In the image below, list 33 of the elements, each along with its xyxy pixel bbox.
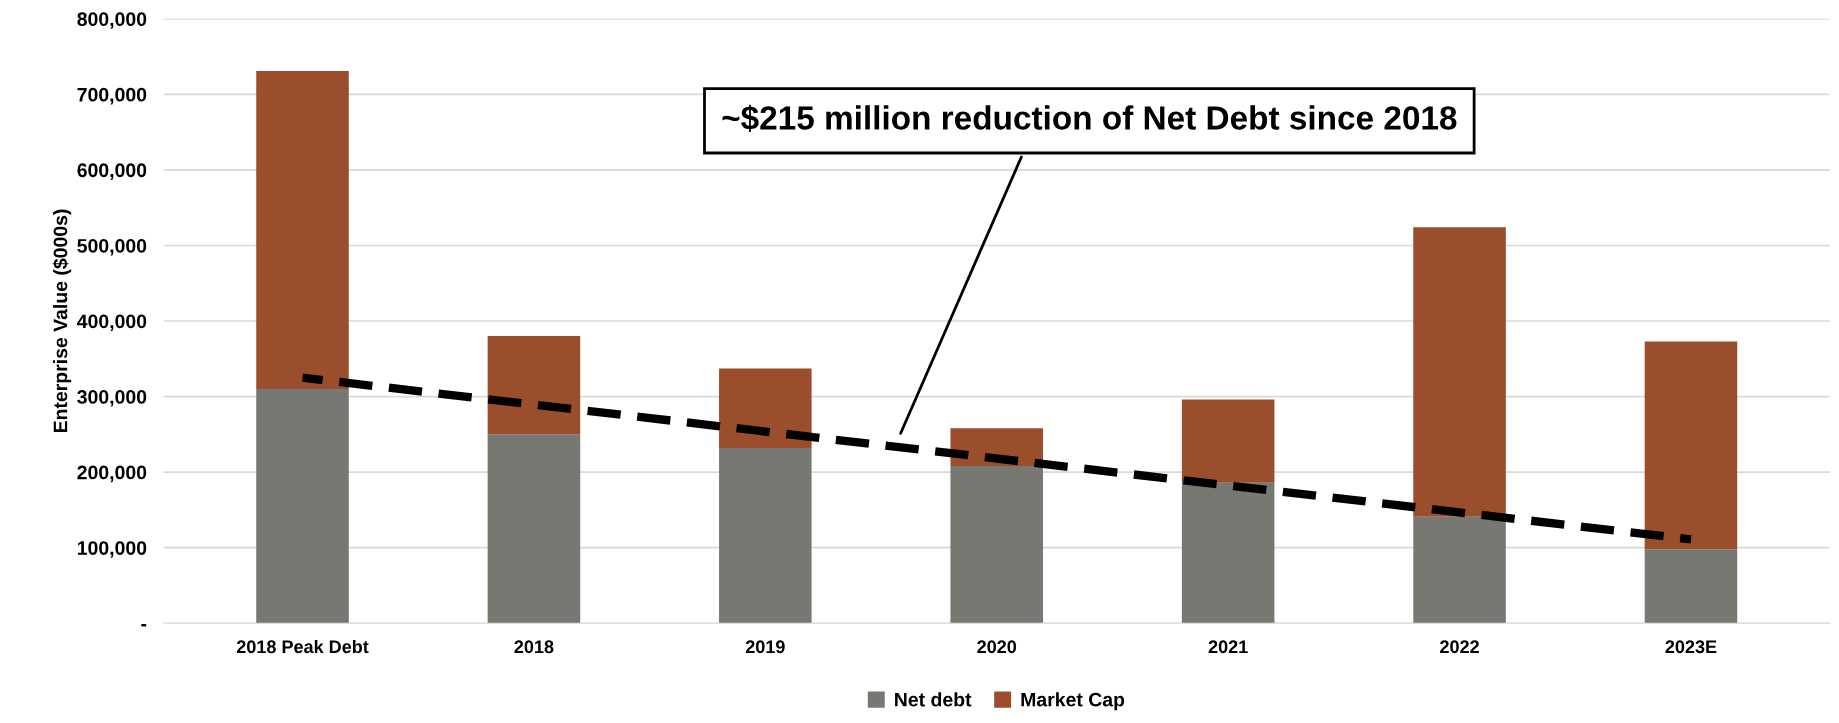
x-tick-label: 2022	[1440, 640, 1479, 654]
bar	[487, 336, 581, 435]
y-tick-label: -	[141, 624, 147, 627]
bar	[1413, 516, 1506, 624]
y-axis-title: Enterprise Value ($000s)	[52, 209, 72, 433]
bar	[719, 368, 812, 448]
bar	[1644, 549, 1738, 624]
x-tick-label: 2018 Peak Debt	[236, 639, 369, 654]
legend-label: Market Cap	[1021, 692, 1125, 711]
x-tick-label: 2021	[1208, 640, 1248, 654]
y-tick-label: 700,000	[77, 87, 147, 105]
bar	[1181, 482, 1275, 624]
y-tick-label: 500,000	[77, 238, 147, 256]
x-tick-label: 2020	[977, 640, 1017, 654]
y-tick-label: 600,000	[77, 163, 147, 180]
bar	[719, 447, 812, 624]
y-tick-label: 800,000	[77, 12, 147, 29]
bar	[487, 434, 581, 624]
y-tick-label: 400,000	[77, 314, 147, 332]
legend-label: Net debt	[895, 692, 972, 707]
y-tick-label: 200,000	[77, 465, 147, 483]
bar	[256, 389, 349, 624]
bar	[1181, 399, 1275, 483]
x-tick-label: 2023E	[1665, 640, 1717, 654]
annotation: ~$215 million reduction of Net Debt since 2018	[722, 104, 1457, 132]
bar	[256, 70, 349, 390]
x-tick-label: 2018	[514, 640, 554, 654]
bar	[1413, 227, 1506, 517]
y-tick-label: 100,000	[77, 541, 147, 558]
bar	[1644, 341, 1738, 550]
bar	[950, 466, 1044, 624]
x-tick-label: 2019	[745, 640, 785, 654]
y-tick-label: 300,000	[77, 390, 147, 407]
